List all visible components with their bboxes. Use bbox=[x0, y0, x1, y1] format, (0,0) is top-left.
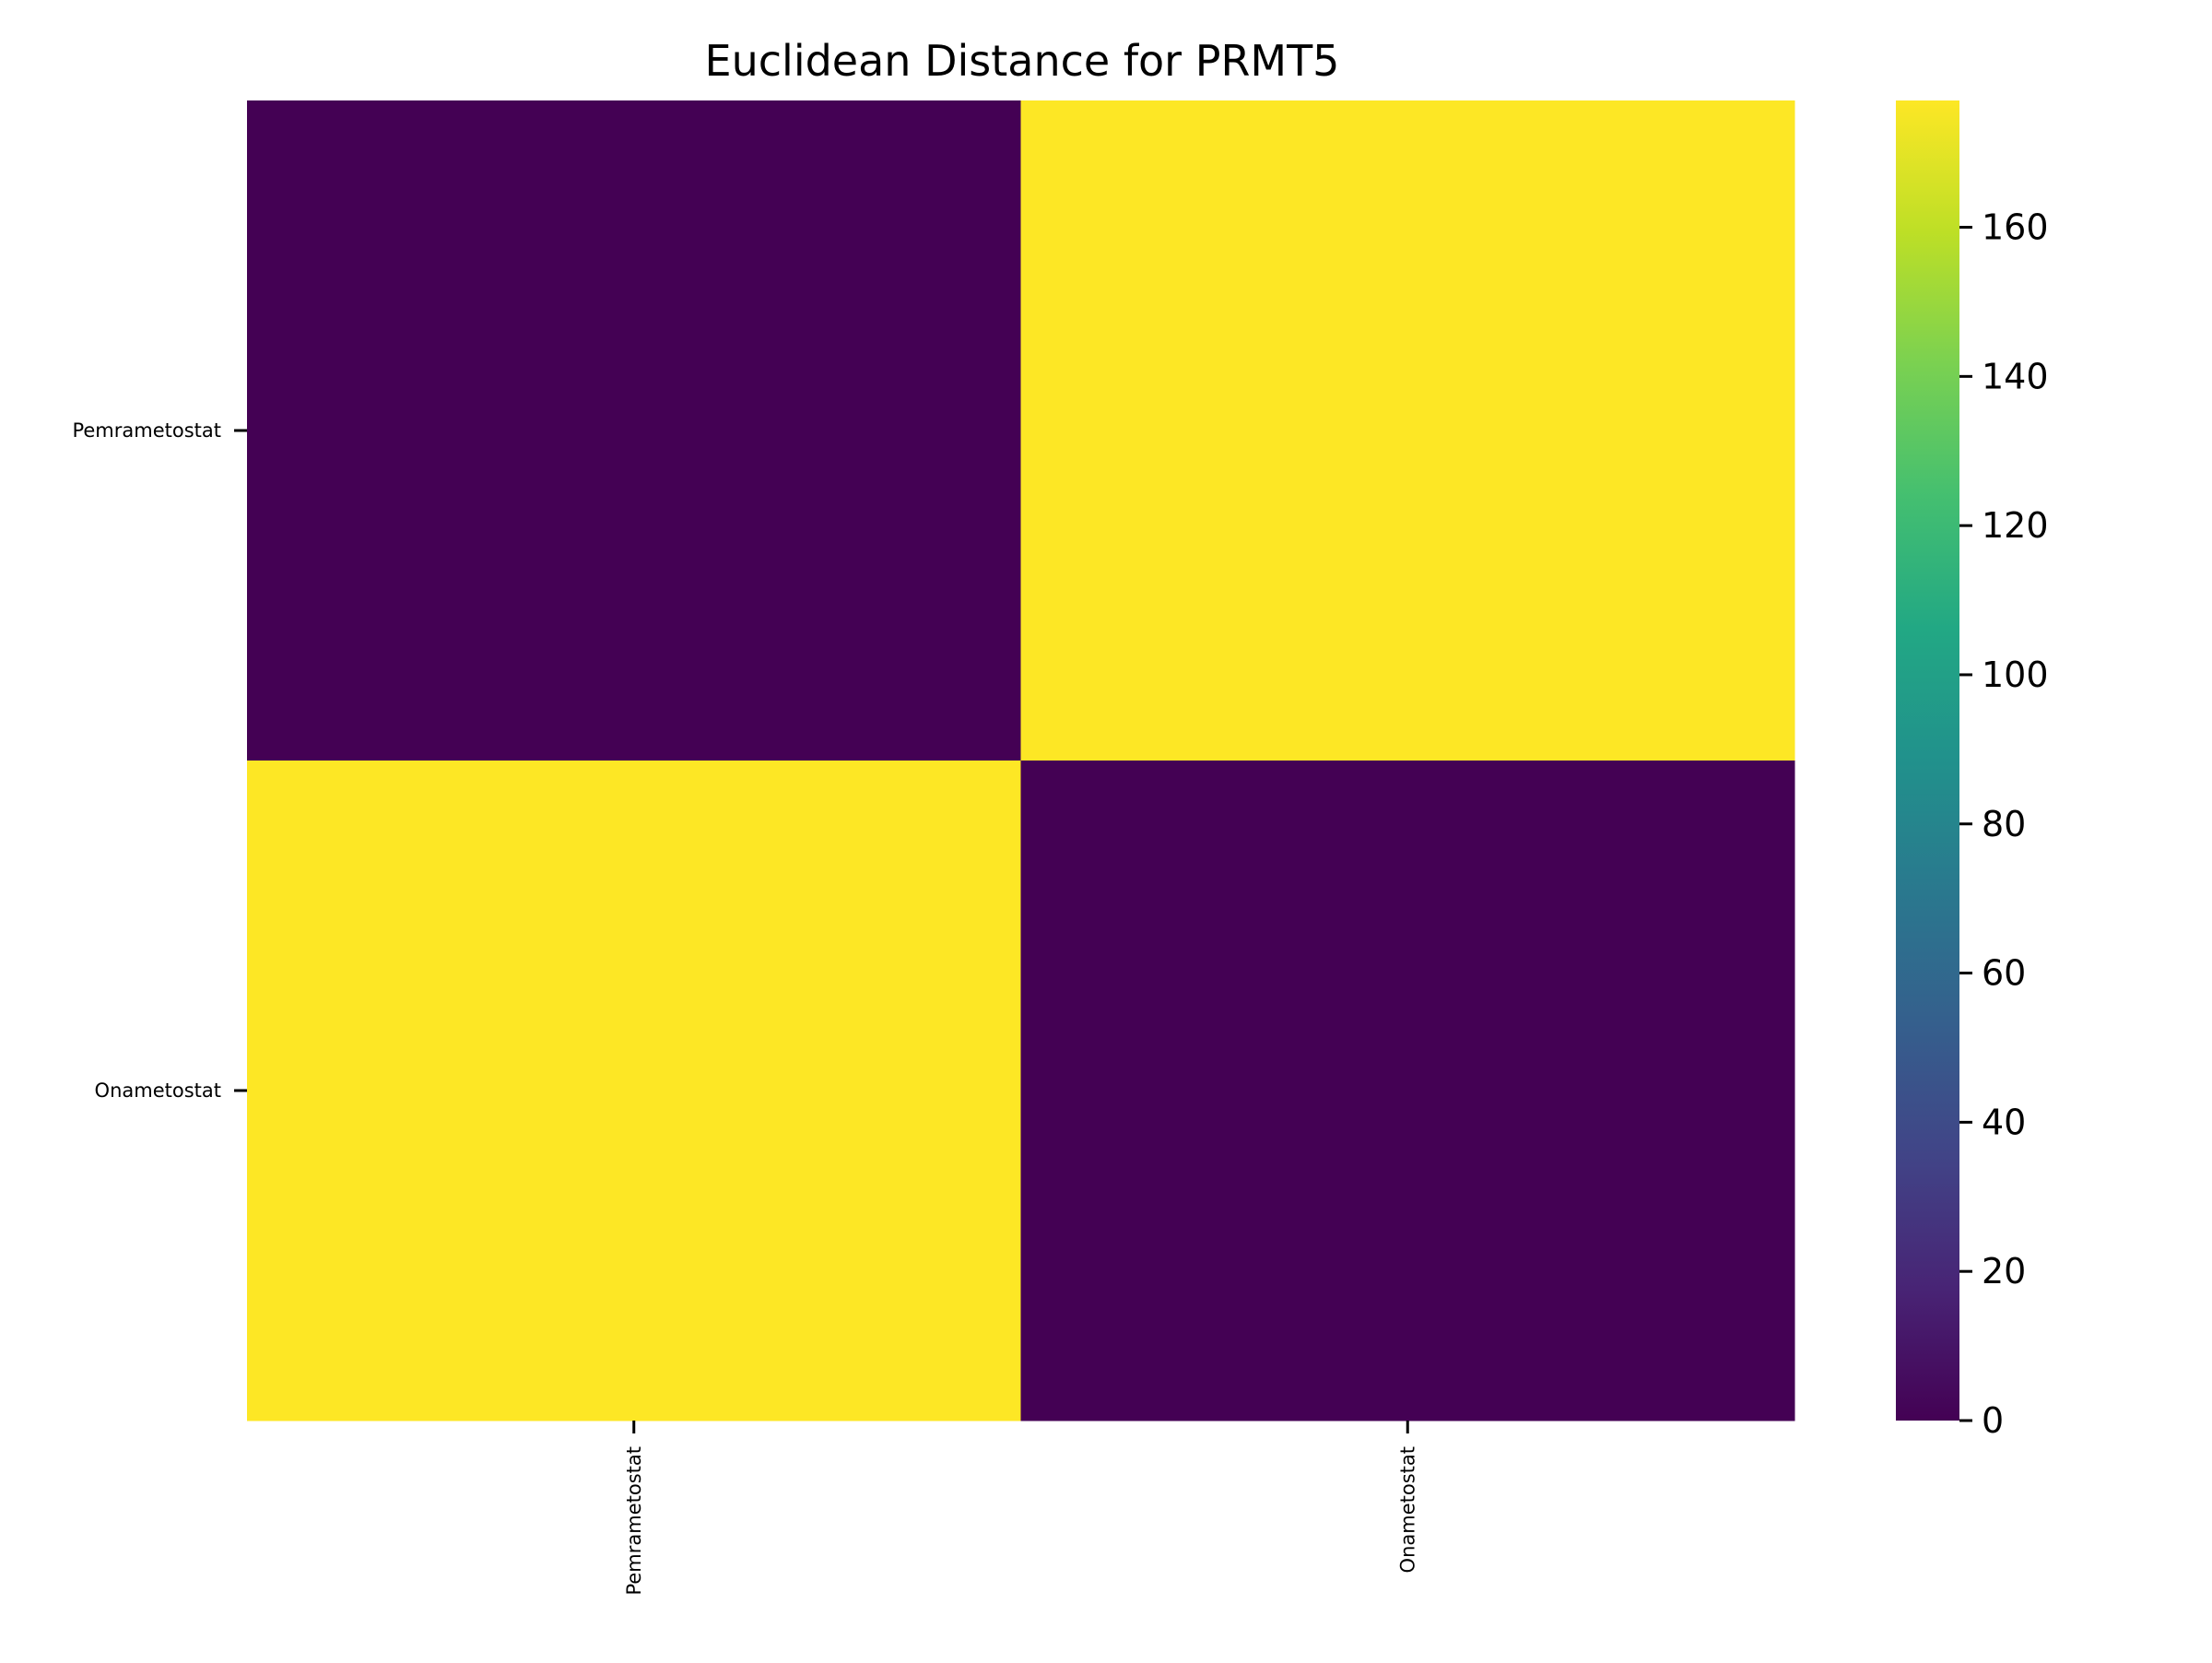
colorbar-tick-label: 0 bbox=[1982, 1400, 2004, 1441]
x-axis: Pemrametostat Onametostat bbox=[623, 1421, 1418, 1596]
heatmap-cell bbox=[1020, 100, 1795, 761]
colorbar-tick-label: 80 bbox=[1982, 804, 2026, 844]
colorbar: 0 20 40 60 80 100 120 140 160 bbox=[1896, 100, 2049, 1441]
heatmap-cell bbox=[1020, 761, 1795, 1421]
heatmap-cell bbox=[247, 100, 1021, 761]
x-tick-label: Pemrametostat bbox=[623, 1446, 645, 1596]
chart-title: Euclidean Distance for PRMT5 bbox=[705, 36, 1340, 86]
heatmap-cells bbox=[247, 100, 1795, 1421]
y-axis: Pemrametostat Onametostat bbox=[72, 419, 247, 1102]
colorbar-ticks: 0 20 40 60 80 100 120 140 160 bbox=[1959, 207, 2049, 1441]
colorbar-gradient bbox=[1896, 100, 1959, 1421]
x-tick-label: Onametostat bbox=[1396, 1446, 1418, 1573]
colorbar-tick-label: 120 bbox=[1982, 505, 2049, 546]
colorbar-tick-label: 160 bbox=[1982, 207, 2049, 248]
colorbar-tick-label: 140 bbox=[1982, 356, 2049, 396]
colorbar-tick-label: 20 bbox=[1982, 1251, 2026, 1291]
colorbar-tick-label: 100 bbox=[1982, 655, 2049, 695]
heatmap-cell bbox=[247, 761, 1021, 1421]
colorbar-tick-label: 60 bbox=[1982, 953, 2026, 994]
colorbar-tick-label: 40 bbox=[1982, 1102, 2026, 1142]
y-tick-label: Onametostat bbox=[95, 1079, 221, 1102]
y-tick-label: Pemrametostat bbox=[72, 419, 221, 442]
